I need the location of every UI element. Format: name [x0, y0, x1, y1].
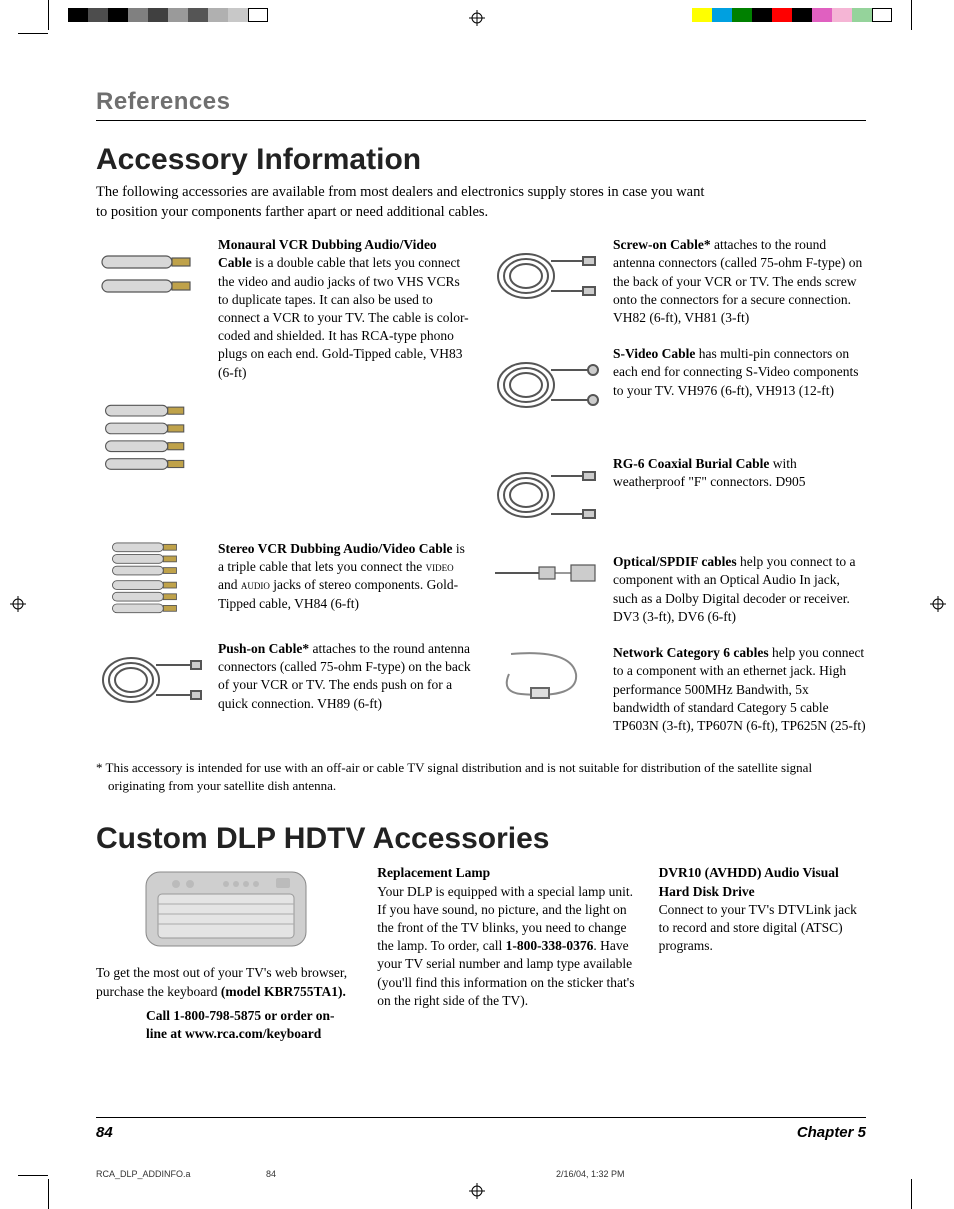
accessory-desc: Stereo VCR Dubbing Audio/Video Cable is … [218, 540, 471, 620]
color-bar-left [68, 8, 268, 22]
chapter-label: Chapter 5 [797, 1124, 866, 1141]
cable-coil-icon [491, 345, 601, 425]
dvr-body: Connect to your TV's DTVLink jack to rec… [659, 901, 866, 956]
intro-paragraph: The following accessories are available … [96, 183, 716, 222]
keyboard-call: Call 1-800-798-5875 or order on-line at … [96, 1007, 355, 1043]
accessory-desc: S-Video Cable has multi-pin connectors o… [613, 345, 866, 425]
page-number: 84 [96, 1124, 113, 1141]
footnote: * This accessory is intended for use wit… [96, 759, 866, 794]
crop-mark [911, 0, 912, 30]
print-slug: RCA_DLP_ADDINFO.a 84 2/16/04, 1:32 PM [96, 1169, 866, 1179]
accessory-desc: Screw-on Cable* attaches to the round an… [613, 236, 866, 327]
crop-mark [911, 1179, 912, 1209]
accessory-grid: Monaural VCR Dubbing Audio/Video Cable i… [96, 236, 866, 753]
section-custom-accessories: Custom DLP HDTV Accessories To get the m… [96, 822, 866, 1043]
cable-coil-icon [491, 455, 601, 535]
cable-icon [96, 400, 206, 480]
accessory-item: Push-on Cable* attaches to the round ant… [96, 640, 471, 720]
accessory-item: RG-6 Coaxial Burial Cable with weatherpr… [491, 455, 866, 535]
heading-custom: Custom DLP HDTV Accessories [96, 822, 866, 856]
dvr-column: DVR10 (AVHDD) Audio Visual Hard Disk Dri… [659, 864, 866, 1043]
heading-accessory-info: Accessory Information [96, 143, 866, 177]
accessory-item: Screw-on Cable* attaches to the round an… [491, 236, 866, 327]
cable-icon [96, 540, 206, 620]
accessory-item: Optical/SPDIF cables help you connect to… [491, 553, 866, 626]
slug-page: 84 [266, 1169, 556, 1179]
keyboard-icon [136, 864, 316, 954]
registration-mark-icon [10, 596, 26, 612]
accessory-item: Network Category 6 cables help you conne… [491, 644, 866, 735]
registration-mark-icon [469, 10, 485, 26]
accessory-desc: Push-on Cable* attaches to the round ant… [218, 640, 471, 720]
keyboard-column: To get the most out of your TV's web bro… [96, 864, 355, 1043]
accessory-item [96, 400, 471, 500]
cable-coil-icon [491, 236, 601, 316]
divider [96, 120, 866, 121]
cable-icon [96, 236, 206, 316]
column-left: Monaural VCR Dubbing Audio/Video Cable i… [96, 236, 471, 753]
crop-mark [48, 1179, 49, 1209]
crop-mark [18, 33, 48, 34]
lamp-body: Your DLP is equipped with a special lamp… [377, 883, 636, 1011]
slug-timestamp: 2/16/04, 1:32 PM [556, 1169, 625, 1179]
page-content: References Accessory Information The fol… [96, 88, 866, 1043]
column-right: Screw-on Cable* attaches to the round an… [491, 236, 866, 753]
slug-filename: RCA_DLP_ADDINFO.a [96, 1169, 266, 1179]
section-header: References [96, 88, 866, 116]
lamp-column: Replacement Lamp Your DLP is equipped wi… [377, 864, 636, 1043]
crop-mark [18, 1175, 48, 1176]
keyboard-text: To get the most out of your TV's web bro… [96, 964, 355, 1000]
divider [96, 1117, 866, 1118]
color-bar-right [692, 8, 892, 22]
lamp-title: Replacement Lamp [377, 865, 490, 880]
ethernet-cable-icon [491, 644, 601, 704]
accessory-item: Stereo VCR Dubbing Audio/Video Cable is … [96, 540, 471, 620]
accessory-desc: Optical/SPDIF cables help you connect to… [613, 553, 866, 626]
crop-mark [48, 0, 49, 30]
accessory-desc: Monaural VCR Dubbing Audio/Video Cable i… [218, 236, 471, 382]
accessory-desc: RG-6 Coaxial Burial Cable with weatherpr… [613, 455, 866, 535]
accessory-desc: Network Category 6 cables help you conne… [613, 644, 866, 735]
optical-cable-icon [491, 553, 601, 593]
page-footer: 84 Chapter 5 [96, 1117, 866, 1141]
cable-coil-icon [96, 640, 206, 720]
accessory-item: S-Video Cable has multi-pin connectors o… [491, 345, 866, 425]
registration-mark-icon [469, 1183, 485, 1199]
dvr-title: DVR10 (AVHDD) Audio Visual Hard Disk Dri… [659, 865, 839, 898]
registration-mark-icon [930, 596, 946, 612]
accessory-item: Monaural VCR Dubbing Audio/Video Cable i… [96, 236, 471, 382]
